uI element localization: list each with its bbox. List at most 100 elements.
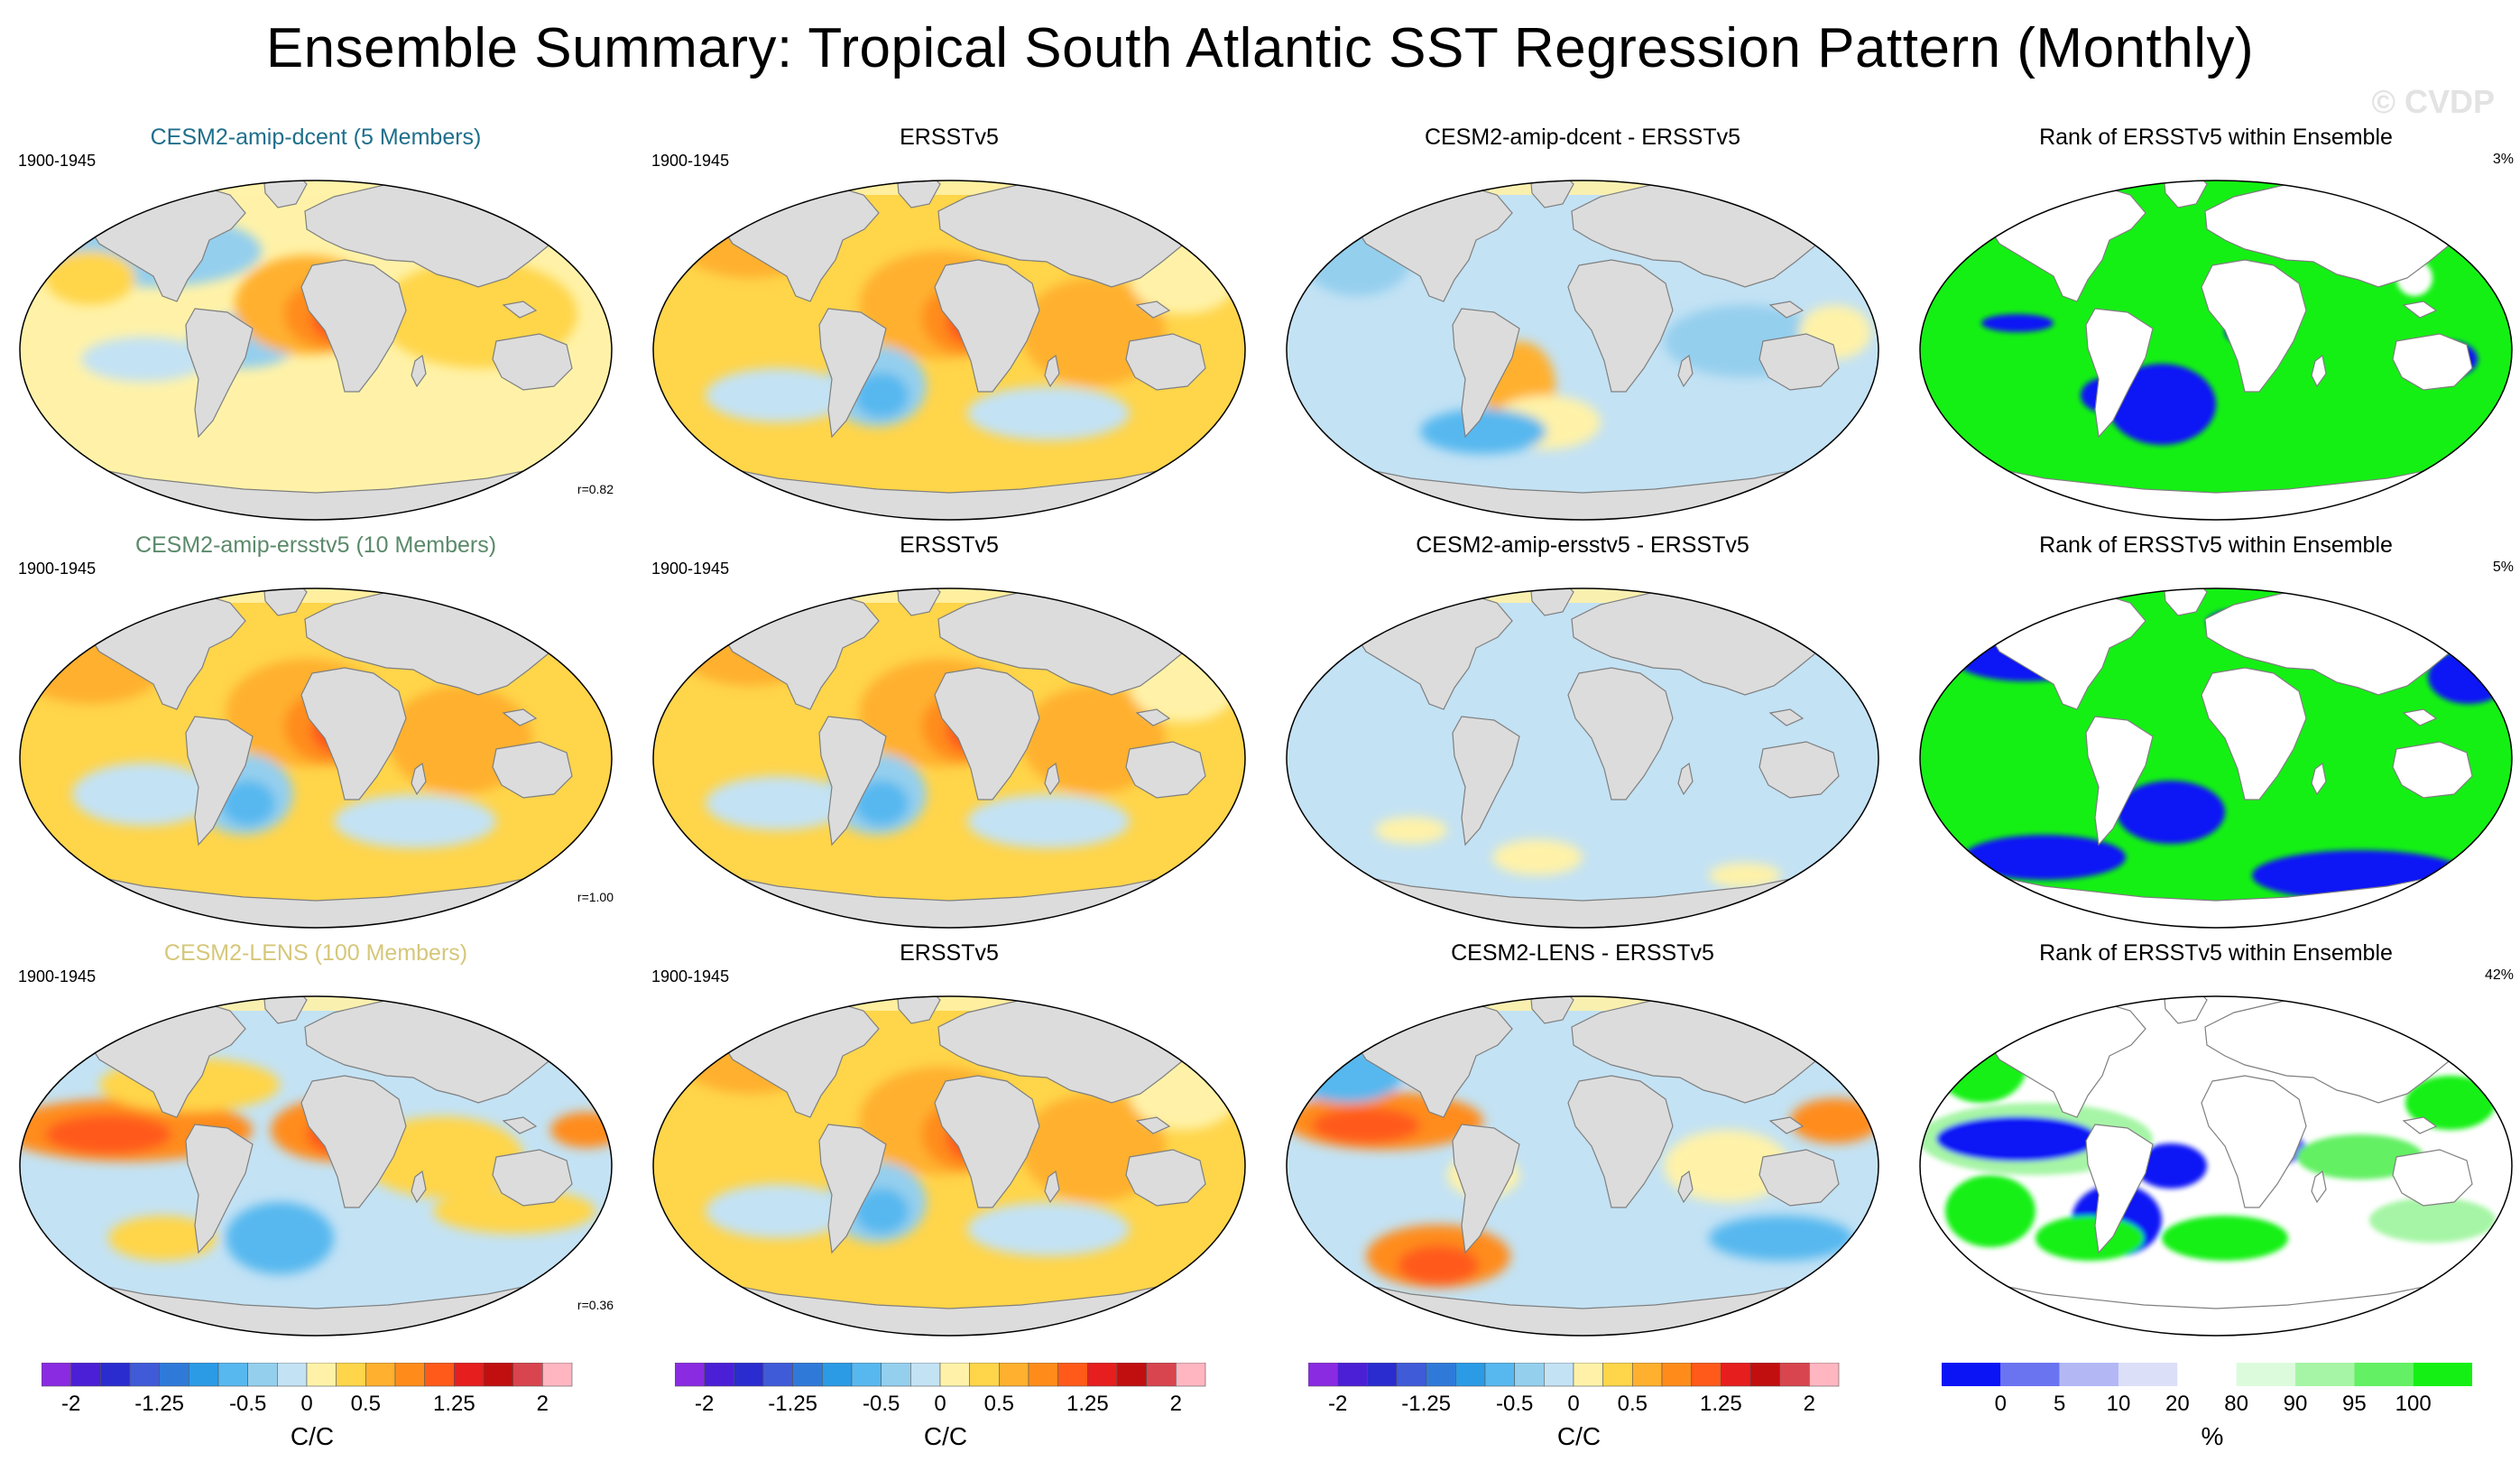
colorbar-swatch	[881, 1362, 911, 1387]
colorbar-tick-label: -2	[694, 1392, 715, 1416]
colorbar-tick-label: 5	[2053, 1392, 2066, 1416]
colorbar-swatch	[1337, 1362, 1368, 1387]
field-anomaly-region	[967, 1202, 1130, 1256]
field-anomaly-region	[72, 763, 217, 826]
madagascar-landmass	[1044, 1170, 1060, 1204]
south-america-landmass	[2085, 308, 2154, 439]
colorbar-swatch	[969, 1362, 1000, 1387]
colorbar-tick-label: -0.5	[1495, 1392, 1534, 1416]
field-anomaly-region	[81, 337, 208, 382]
madagascar-landmass	[2311, 354, 2327, 388]
colorbar-swatch	[2354, 1363, 2414, 1386]
colorbar-tick-label: 0.5	[983, 1392, 1015, 1416]
field-anomaly-region	[226, 1202, 334, 1274]
model-panel-title: CESM2-amip-ersstv5 (10 Members)	[134, 532, 497, 558]
colorbar-swatch	[1721, 1362, 1751, 1387]
map-border	[19, 180, 613, 521]
greenland-landmass	[263, 180, 308, 208]
pattern-correlation: r=0.36	[577, 1298, 614, 1312]
colorbar-tick-label: 10	[2106, 1392, 2131, 1416]
field-anomaly-region	[854, 1189, 909, 1234]
colorbar-swatch	[542, 1362, 573, 1387]
australia-landmass	[2392, 333, 2473, 391]
colorbar-swatch	[454, 1362, 485, 1387]
colorbar-tick-label: 2	[536, 1392, 549, 1416]
p10-map	[19, 587, 613, 929]
pattern-correlation: r=0.82	[577, 482, 614, 496]
field-anomaly-region	[2297, 1134, 2423, 1180]
sst-colorbar-2: -2 -1.25 -0.5 0 0.5 1.25 2 C/C	[674, 1362, 1216, 1471]
colorbar-swatch	[1057, 1362, 1088, 1387]
south-america-landmass	[1452, 716, 1520, 847]
colorbar-swatch	[939, 1362, 970, 1387]
madagascar-landmass	[2311, 762, 2327, 796]
colorbar-tick-label: 2	[1169, 1392, 1183, 1416]
period-label: 1900-1945	[651, 967, 730, 985]
australia-landmass	[492, 1149, 573, 1207]
colorbar-swatch	[512, 1362, 543, 1387]
colorbar-swatch	[1484, 1362, 1515, 1387]
madagascar-landmass	[1044, 762, 1060, 796]
field-anomaly-region	[1709, 863, 1781, 888]
greenland-landmass	[2163, 180, 2208, 208]
colorbar-tick-label: 2	[1803, 1392, 1816, 1416]
model-panel-row2: CESM2-amip-ersstv5 (10 Members) 1900-1945…	[9, 532, 623, 942]
field-anomaly-region	[854, 781, 909, 826]
sst-colorbar-1: -2 -1.25 -0.5 0 0.5 1.25 2 C/C	[41, 1362, 583, 1471]
madagascar-landmass	[1677, 1170, 1694, 1204]
south-america-landmass	[185, 716, 254, 847]
colorbar-swatch	[277, 1362, 308, 1387]
maritime-continent-landmass	[1768, 301, 1805, 319]
colorbar-swatch	[792, 1362, 823, 1387]
rank-panel-row3: Rank of ERSSTv5 within Ensemble 42%	[1909, 940, 2520, 1350]
pattern-correlation: r=1.00	[577, 890, 614, 904]
maritime-continent-landmass	[2402, 1116, 2438, 1134]
field-anomaly-region	[1398, 1245, 1479, 1285]
south-america-landmass	[2085, 716, 2154, 847]
observation-panel-row3: ERSSTv5 1900-1945	[642, 940, 1256, 1350]
colorbar-tick-label: -0.5	[228, 1392, 267, 1416]
rank-panel-title: Rank of ERSSTv5 within Ensemble	[2039, 532, 2393, 558]
rank-panel-row2: Rank of ERSSTv5 within Ensemble 5%	[1909, 532, 2520, 942]
colorbar-swatch	[2295, 1363, 2355, 1386]
field-anomaly-region	[967, 386, 1130, 440]
madagascar-landmass	[411, 354, 427, 388]
colorbar-swatch	[100, 1362, 131, 1387]
field-anomaly-region	[706, 368, 850, 422]
colorbar-swatch	[2236, 1363, 2295, 1386]
south-america-landmass	[818, 308, 887, 439]
colorbar-swatches	[1942, 1363, 2472, 1386]
africa-landmass	[1567, 667, 1674, 800]
field-anomaly-region	[1936, 1116, 2099, 1161]
colorbar-unit-label: C/C	[290, 1422, 335, 1450]
field-anomaly-region	[854, 373, 909, 418]
rank-panel-title: Rank of ERSSTv5 within Ensemble	[2039, 940, 2393, 966]
colorbar-swatch	[1176, 1362, 1206, 1387]
difference-panel-title: CESM2-amip-ersstv5 - ERSSTv5	[1416, 532, 1749, 558]
madagascar-landmass	[1044, 354, 1060, 388]
period-label: 1900-1945	[18, 560, 97, 578]
field-anomaly-region	[2405, 1076, 2496, 1130]
observation-panel-title: ERSSTv5	[900, 940, 999, 966]
rank-colorbar: 0 5 10 20 80 90 95 100%	[1942, 1363, 2483, 1471]
colorbar-swatch	[674, 1362, 705, 1387]
p02-map	[1286, 180, 1879, 521]
maritime-continent-landmass	[502, 1116, 538, 1134]
africa-landmass	[934, 667, 1040, 800]
colorbar-tick-label: 90	[2283, 1392, 2308, 1416]
map-border	[1919, 180, 2513, 521]
south-america-landmass	[1452, 1124, 1520, 1254]
model-panel-title: CESM2-LENS (100 Members)	[163, 940, 468, 966]
field-anomaly-region	[1790, 1098, 1878, 1143]
maritime-continent-landmass	[2402, 301, 2438, 319]
colorbar-swatch	[1779, 1362, 1810, 1387]
south-america-landmass	[818, 716, 887, 847]
south-america-landmass	[2085, 1124, 2154, 1254]
australia-landmass	[1125, 1149, 1206, 1207]
field-anomaly-region	[706, 1184, 850, 1238]
field-background	[1920, 588, 2512, 928]
field-anomaly-region	[550, 1112, 612, 1148]
colorbar-tick-label: 95	[2341, 1392, 2367, 1416]
colorbar-swatch	[483, 1362, 513, 1387]
